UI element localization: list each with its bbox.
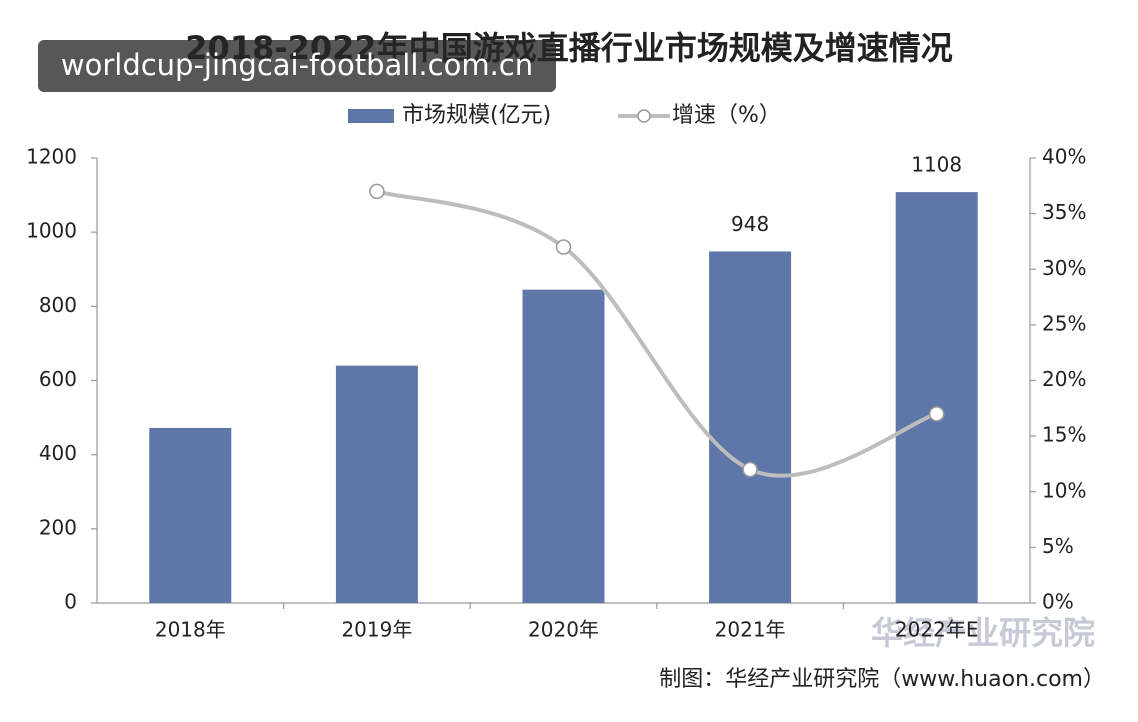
bar [335, 365, 418, 603]
y2-tick-label: 25% [1042, 311, 1086, 335]
y2-tick-label: 35% [1042, 200, 1086, 224]
legend-label: 市场规模(亿元) [402, 103, 551, 128]
y-tick-label: 800 [39, 293, 77, 317]
legend-label: 增速（%） [672, 103, 781, 128]
y2-tick-label: 15% [1042, 423, 1086, 447]
y2-tick-label: 0% [1042, 590, 1074, 614]
bar [895, 192, 978, 603]
y-tick-label: 0 [64, 590, 77, 614]
x-tick-label: 2020年 [528, 618, 599, 642]
bar [149, 427, 232, 603]
line [376, 189, 938, 478]
x-tick-label: 2019年 [341, 618, 412, 642]
legend-marker [637, 109, 651, 123]
data-label: 1108 [911, 153, 962, 177]
line-marker [742, 461, 758, 478]
bar [709, 251, 792, 603]
y-tick-label: 600 [39, 367, 77, 391]
data-label: 948 [731, 212, 769, 236]
y2-tick-label: 10% [1042, 478, 1086, 502]
x-tick-label: 2021年 [715, 618, 786, 642]
x-tick-label: 2018年 [155, 618, 226, 642]
source-note: 制图：华经产业研究院（www.huaon.com） [659, 667, 1105, 692]
y-tick-label: 400 [39, 441, 77, 465]
y2-tick-label: 20% [1042, 367, 1086, 391]
y-tick-label: 200 [39, 515, 77, 539]
y2-tick-label: 30% [1042, 256, 1086, 280]
logo-watermark: 华经产业研究院 [871, 614, 1095, 652]
y-tick-label: 1200 [26, 145, 77, 169]
watermark-box [38, 40, 556, 92]
watermark: worldcup-jingcai-football.com.cn [61, 48, 533, 82]
y2-tick-label: 5% [1042, 534, 1074, 558]
y2-tick-label: 40% [1042, 145, 1086, 169]
x-tick-label: 2022年E [895, 618, 979, 642]
line-marker [555, 239, 572, 255]
y-tick-label: 1000 [26, 219, 77, 243]
line-marker [369, 183, 385, 200]
line-marker [928, 406, 945, 422]
legend-swatch [348, 109, 394, 123]
bar [522, 289, 605, 603]
